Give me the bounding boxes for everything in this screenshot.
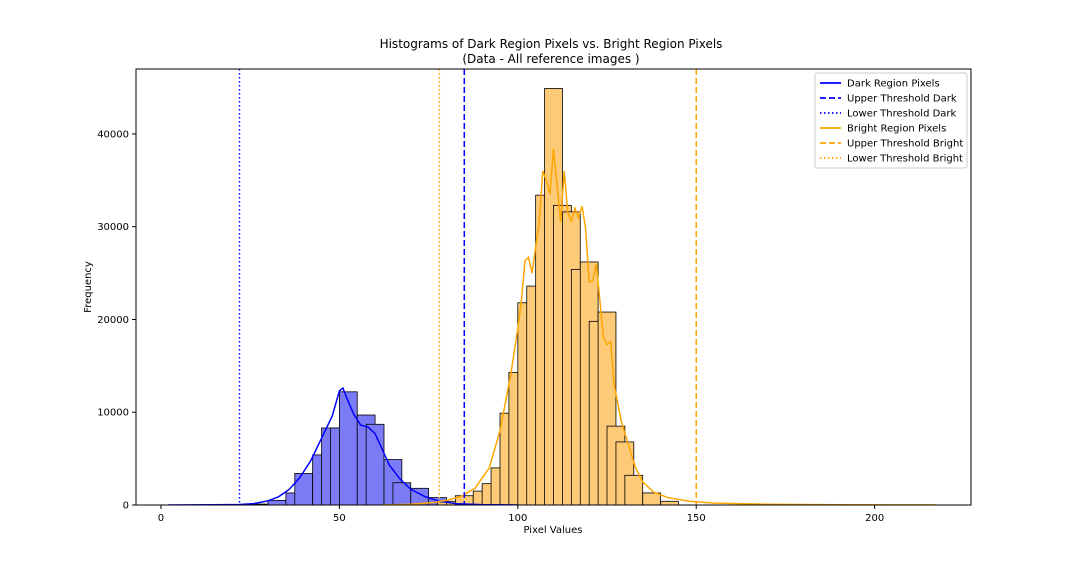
legend-label: Lower Threshold Dark bbox=[847, 109, 957, 120]
dark-bar bbox=[365, 423, 385, 505]
bright-bar bbox=[660, 500, 679, 505]
legend-label: Bright Region Pixels bbox=[847, 124, 946, 135]
y-tick-label: 40000 bbox=[97, 129, 129, 140]
bright-bar bbox=[624, 474, 644, 505]
chart-title: Histograms of Dark Region Pixels vs. Bri… bbox=[380, 37, 723, 51]
bright-kde-line bbox=[382, 148, 936, 505]
legend-label: Lower Threshold Bright bbox=[847, 154, 963, 165]
legend-box bbox=[814, 72, 968, 169]
dark-bar bbox=[294, 473, 314, 505]
legend-label: Dark Region Pixels bbox=[847, 79, 940, 90]
chart-subtitle: (Data - All reference images ) bbox=[462, 52, 639, 66]
dark-bar bbox=[338, 391, 358, 505]
dark-kde-line bbox=[168, 386, 518, 505]
y-axis-label: Frequency bbox=[83, 261, 94, 313]
plot-frame bbox=[135, 68, 972, 506]
plot-area bbox=[168, 69, 936, 505]
legend: Dark Region Pixels Upper Threshold Dark Lo… bbox=[814, 72, 968, 169]
x-axis-label: Pixel Values bbox=[524, 525, 583, 536]
y-tick-label: 10000 bbox=[97, 408, 129, 419]
bright-bar bbox=[642, 492, 661, 505]
x-tick-label: 100 bbox=[508, 513, 527, 524]
y-tick-label: 20000 bbox=[97, 315, 129, 326]
legend-label: Upper Threshold Dark bbox=[847, 94, 957, 105]
x-tick-label: 200 bbox=[865, 513, 884, 524]
x-tick-label: 0 bbox=[158, 513, 164, 524]
x-tick-label: 150 bbox=[687, 513, 706, 524]
dark-bar bbox=[267, 499, 287, 505]
x-tick-label: 50 bbox=[333, 513, 346, 524]
y-tick-label: 30000 bbox=[97, 222, 129, 233]
legend-label: Upper Threshold Bright bbox=[847, 139, 963, 150]
y-tick-label: 0 bbox=[123, 501, 129, 512]
